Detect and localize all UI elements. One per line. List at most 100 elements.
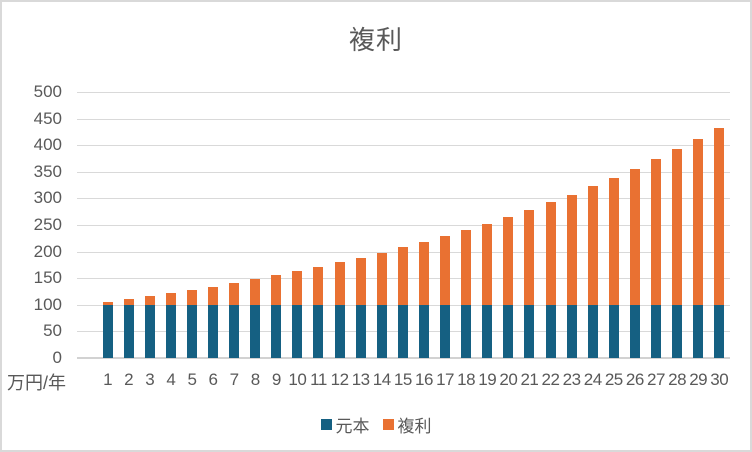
bar-segment[interactable]: [566, 304, 577, 358]
bar-segment[interactable]: [271, 275, 282, 305]
y-axis[interactable]: 500 450 400 350 300 250 200 150 100 50 0: [2, 83, 62, 367]
bar-segment[interactable]: [165, 293, 176, 305]
bar-segment[interactable]: [144, 296, 155, 305]
bar-segment[interactable]: [693, 304, 704, 358]
bar-slot: [224, 92, 245, 358]
bar-segment[interactable]: [186, 304, 197, 358]
bar-slot: [97, 92, 118, 358]
bar-segment[interactable]: [714, 128, 725, 305]
x-tick-label: 9: [271, 370, 281, 389]
stacked-bar-year-13: [355, 257, 366, 358]
gridline: [77, 198, 730, 200]
bar-segment[interactable]: [482, 223, 493, 305]
bar-segment[interactable]: [650, 304, 661, 358]
bar-segment[interactable]: [102, 302, 113, 305]
x-tick-label: 23: [562, 370, 581, 389]
bar-segment[interactable]: [208, 304, 219, 358]
bar-segment[interactable]: [229, 283, 240, 305]
bar-slot: [118, 92, 139, 358]
bar-slot: [139, 92, 160, 358]
stacked-bar-year-1: [102, 302, 113, 358]
bar-segment[interactable]: [292, 304, 303, 358]
bar-segment[interactable]: [376, 252, 387, 305]
y-tick-label: 50: [43, 321, 62, 341]
bar-segment[interactable]: [355, 257, 366, 305]
bar-slot: [202, 92, 223, 358]
bar-segment[interactable]: [376, 304, 387, 358]
bar-segment[interactable]: [186, 290, 197, 305]
bar-segment[interactable]: [566, 194, 577, 305]
bar-segment[interactable]: [355, 304, 366, 358]
bar-segment[interactable]: [545, 202, 556, 305]
bar-segment[interactable]: [334, 262, 345, 305]
bar-segment[interactable]: [144, 304, 155, 358]
x-tick-label: 7: [229, 370, 239, 389]
bar-segment[interactable]: [672, 149, 683, 305]
gridline: [77, 225, 730, 226]
bar-segment[interactable]: [165, 304, 176, 358]
bar-segment[interactable]: [503, 304, 514, 358]
bar-segment[interactable]: [229, 304, 240, 358]
stacked-bar-year-20: [503, 216, 514, 358]
stacked-bar-year-2: [123, 299, 134, 358]
bar-segment[interactable]: [208, 286, 219, 305]
bar-segment[interactable]: [250, 279, 261, 305]
bar-slot: [688, 92, 709, 358]
stacked-bar-year-9: [271, 275, 282, 358]
bar-segment[interactable]: [123, 304, 134, 358]
chart-title[interactable]: 複利: [348, 25, 403, 55]
stacked-bar-year-21: [524, 209, 535, 358]
y-tick-label: 250: [33, 215, 62, 234]
bar-segment[interactable]: [123, 299, 134, 305]
bar-segment[interactable]: [250, 304, 261, 358]
legend-item-元本[interactable]: 元本: [320, 412, 370, 437]
bar-slot: [582, 92, 603, 358]
bar-segment[interactable]: [397, 247, 408, 305]
bar-segment[interactable]: [440, 304, 451, 358]
stacked-bar-year-11: [313, 267, 324, 358]
bar-segment[interactable]: [461, 304, 472, 358]
bar-segment[interactable]: [608, 177, 619, 305]
stacked-bar-year-14: [376, 252, 387, 358]
bar-segment[interactable]: [313, 267, 324, 305]
bar-segment[interactable]: [418, 241, 429, 305]
bar-segment[interactable]: [524, 209, 535, 305]
bar-slot: [329, 92, 350, 358]
bar-segment[interactable]: [482, 304, 493, 358]
bar-segment[interactable]: [629, 168, 640, 305]
bar-slot: [350, 92, 371, 358]
bar-segment[interactable]: [271, 304, 282, 358]
bar-segment[interactable]: [292, 271, 303, 305]
bar-segment[interactable]: [503, 216, 514, 305]
bar-segment[interactable]: [587, 304, 598, 358]
axis-unit-label: 万円/年: [7, 373, 67, 393]
bar-segment[interactable]: [545, 304, 556, 358]
stacked-bar-year-17: [440, 236, 451, 358]
bar-segment[interactable]: [650, 159, 661, 305]
bar-slot: [477, 92, 498, 358]
bar-segment[interactable]: [313, 304, 324, 358]
stacked-bar-year-12: [334, 262, 345, 358]
bar-segment[interactable]: [587, 186, 598, 305]
bar-segment[interactable]: [714, 304, 725, 358]
bar-segment[interactable]: [461, 229, 472, 305]
x-tick-label: 13: [351, 370, 370, 389]
bar-segment[interactable]: [334, 304, 345, 358]
bar-segment[interactable]: [418, 304, 429, 358]
stacked-bar-year-6: [208, 286, 219, 358]
bar-segment[interactable]: [629, 304, 640, 358]
bar-segment[interactable]: [397, 304, 408, 358]
bar-segment[interactable]: [440, 236, 451, 305]
x-axis[interactable]: 1 2 3 4 5 6 7 8 9 10 11 12 13 14 15 16 17 18 19 20 21 22 23 24 2…: [97, 370, 730, 390]
bar-segment[interactable]: [102, 304, 113, 358]
bar-segment[interactable]: [693, 139, 704, 305]
stacked-bar-year-26: [629, 168, 640, 358]
bar-segment[interactable]: [524, 304, 535, 358]
legend-item-複利[interactable]: 複利: [382, 412, 432, 437]
bar-slot: [266, 92, 287, 358]
x-tick-label: 16: [414, 370, 433, 389]
bar-segment[interactable]: [672, 304, 683, 358]
stacked-bar-year-19: [482, 223, 493, 358]
bar-slot: [181, 92, 202, 358]
bar-segment[interactable]: [608, 304, 619, 358]
